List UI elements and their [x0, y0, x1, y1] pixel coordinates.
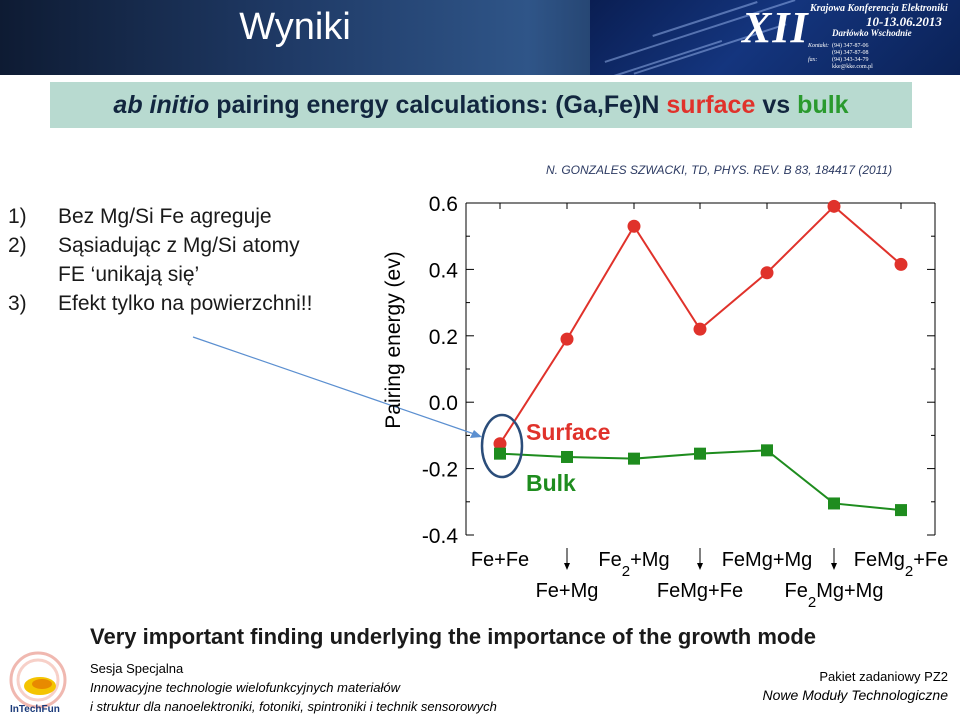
conference-place: Darłówko Wschodnie: [832, 28, 912, 38]
conference-contacts: Kontakt: (94) 347-87-06 (94) 347-87-08 fa…: [808, 43, 873, 70]
intechfun-logo-icon: [9, 651, 67, 709]
logo-label: InTechFun: [10, 704, 60, 715]
data-point-bulk: [561, 450, 573, 463]
list-item: 2) Sąsiadując z Mg/Si atomy: [8, 234, 300, 257]
data-point-surface: [560, 332, 574, 346]
citation: N. GONZALES SZWACKI, TD, PHYS. REV. B 83…: [546, 163, 893, 177]
subtitle-vs: vs: [762, 90, 791, 119]
category-pointer-arrow-icon: [831, 563, 837, 570]
footer-package: Pakiet zadaniowy PZ2 Nowe Moduły Technol…: [763, 667, 948, 705]
annotation-arrow-head-icon: [470, 430, 482, 438]
data-point-surface: [827, 199, 841, 213]
category-pointer-arrow-icon: [564, 563, 570, 570]
y-tick-label: -0.2: [422, 459, 458, 482]
data-point-surface: [493, 437, 507, 451]
subtitle-main: pairing energy calculations: (Ga,Fe)N: [216, 90, 660, 119]
category-label: Fe2Mg+Mg: [785, 580, 884, 611]
data-point-bulk: [694, 447, 706, 460]
data-point-bulk: [494, 447, 506, 460]
subtitle-surface: surface: [666, 90, 756, 119]
y-axis-label: Pairing energy (ev): [382, 251, 405, 428]
highlight-ellipse: [480, 413, 524, 479]
list-item: 1) Bez Mg/Si Fe agreguje: [8, 205, 272, 228]
data-point-bulk: [828, 497, 840, 510]
footer-session-line2: i struktur dla nanoelektroniki, fotoniki…: [90, 699, 497, 714]
data-point-surface: [627, 219, 641, 233]
slide-title: Wyniki: [239, 6, 351, 48]
list-item: 3) Efekt tylko na powierzchni!!: [8, 292, 313, 315]
key-finding: Very important finding underlying the im…: [90, 624, 817, 649]
subtitle-ab-initio: ab initio: [113, 90, 210, 119]
y-tick-label: -0.4: [422, 525, 459, 548]
category-label: FeMg2+Fe: [854, 549, 949, 580]
y-tick-label: 0.6: [429, 193, 458, 216]
category-label: FeMg+Mg: [722, 549, 813, 571]
series-label-bulk: Bulk: [526, 470, 576, 496]
data-point-bulk: [628, 452, 640, 465]
footer-session-title: Sesja Specjalna: [90, 661, 184, 676]
category-pointer-arrow-icon: [697, 563, 703, 570]
category-label: Fe+Mg: [536, 580, 599, 602]
annotation-arrow-line: [192, 336, 481, 437]
category-label: Fe2+Mg: [598, 549, 669, 580]
conference-number: XII: [742, 3, 809, 52]
list-item: FE ‘unikają się’: [58, 263, 200, 286]
y-tick-label: 0.4: [429, 259, 459, 282]
conference-dates: 10-13.06.2013: [866, 14, 942, 29]
footer-package-id: Pakiet zadaniowy PZ2: [819, 669, 948, 684]
footer-session: Sesja Specjalna Innowacyjne technologie …: [90, 659, 497, 716]
category-label: FeMg+Fe: [657, 580, 743, 602]
footer-session-line1: Innowacyjne technologie wielofunkcyjnych…: [90, 680, 401, 695]
series-label-surface: Surface: [526, 419, 610, 445]
findings-list: 1) Bez Mg/Si Fe agreguje 2) Sąsiadując z M…: [8, 202, 312, 318]
data-point-bulk: [895, 504, 907, 517]
y-tick-label: 0.0: [429, 392, 458, 415]
footer-package-name: Nowe Moduły Technologiczne: [762, 687, 948, 703]
data-point-bulk: [761, 444, 773, 457]
conference-banner: [590, 0, 960, 75]
y-tick-label: 0.2: [429, 326, 458, 349]
subtitle-box: ab initio pairing energy calculations: (…: [50, 82, 912, 128]
category-label: Fe+Fe: [471, 549, 529, 571]
subtitle-bulk: bulk: [797, 90, 849, 119]
data-point-surface: [693, 322, 707, 336]
conference-name: Krajowa Konferencja Elektroniki: [810, 3, 948, 14]
data-point-surface: [894, 257, 908, 271]
data-point-surface: [760, 266, 774, 280]
